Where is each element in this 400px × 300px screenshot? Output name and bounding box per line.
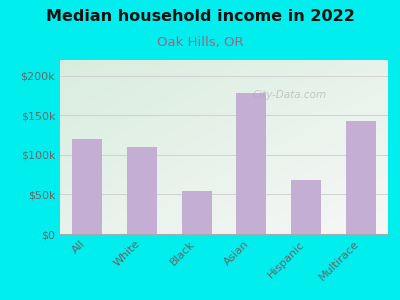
Text: City-Data.com: City-Data.com [252, 90, 327, 100]
Bar [291, 180, 321, 234]
Bar [236, 93, 266, 234]
Text: Median household income in 2022: Median household income in 2022 [46, 9, 354, 24]
Text: Oak Hills, OR: Oak Hills, OR [157, 36, 243, 49]
Bar [346, 121, 376, 234]
Bar [72, 139, 102, 234]
Bar [127, 147, 157, 234]
Bar [182, 190, 212, 234]
